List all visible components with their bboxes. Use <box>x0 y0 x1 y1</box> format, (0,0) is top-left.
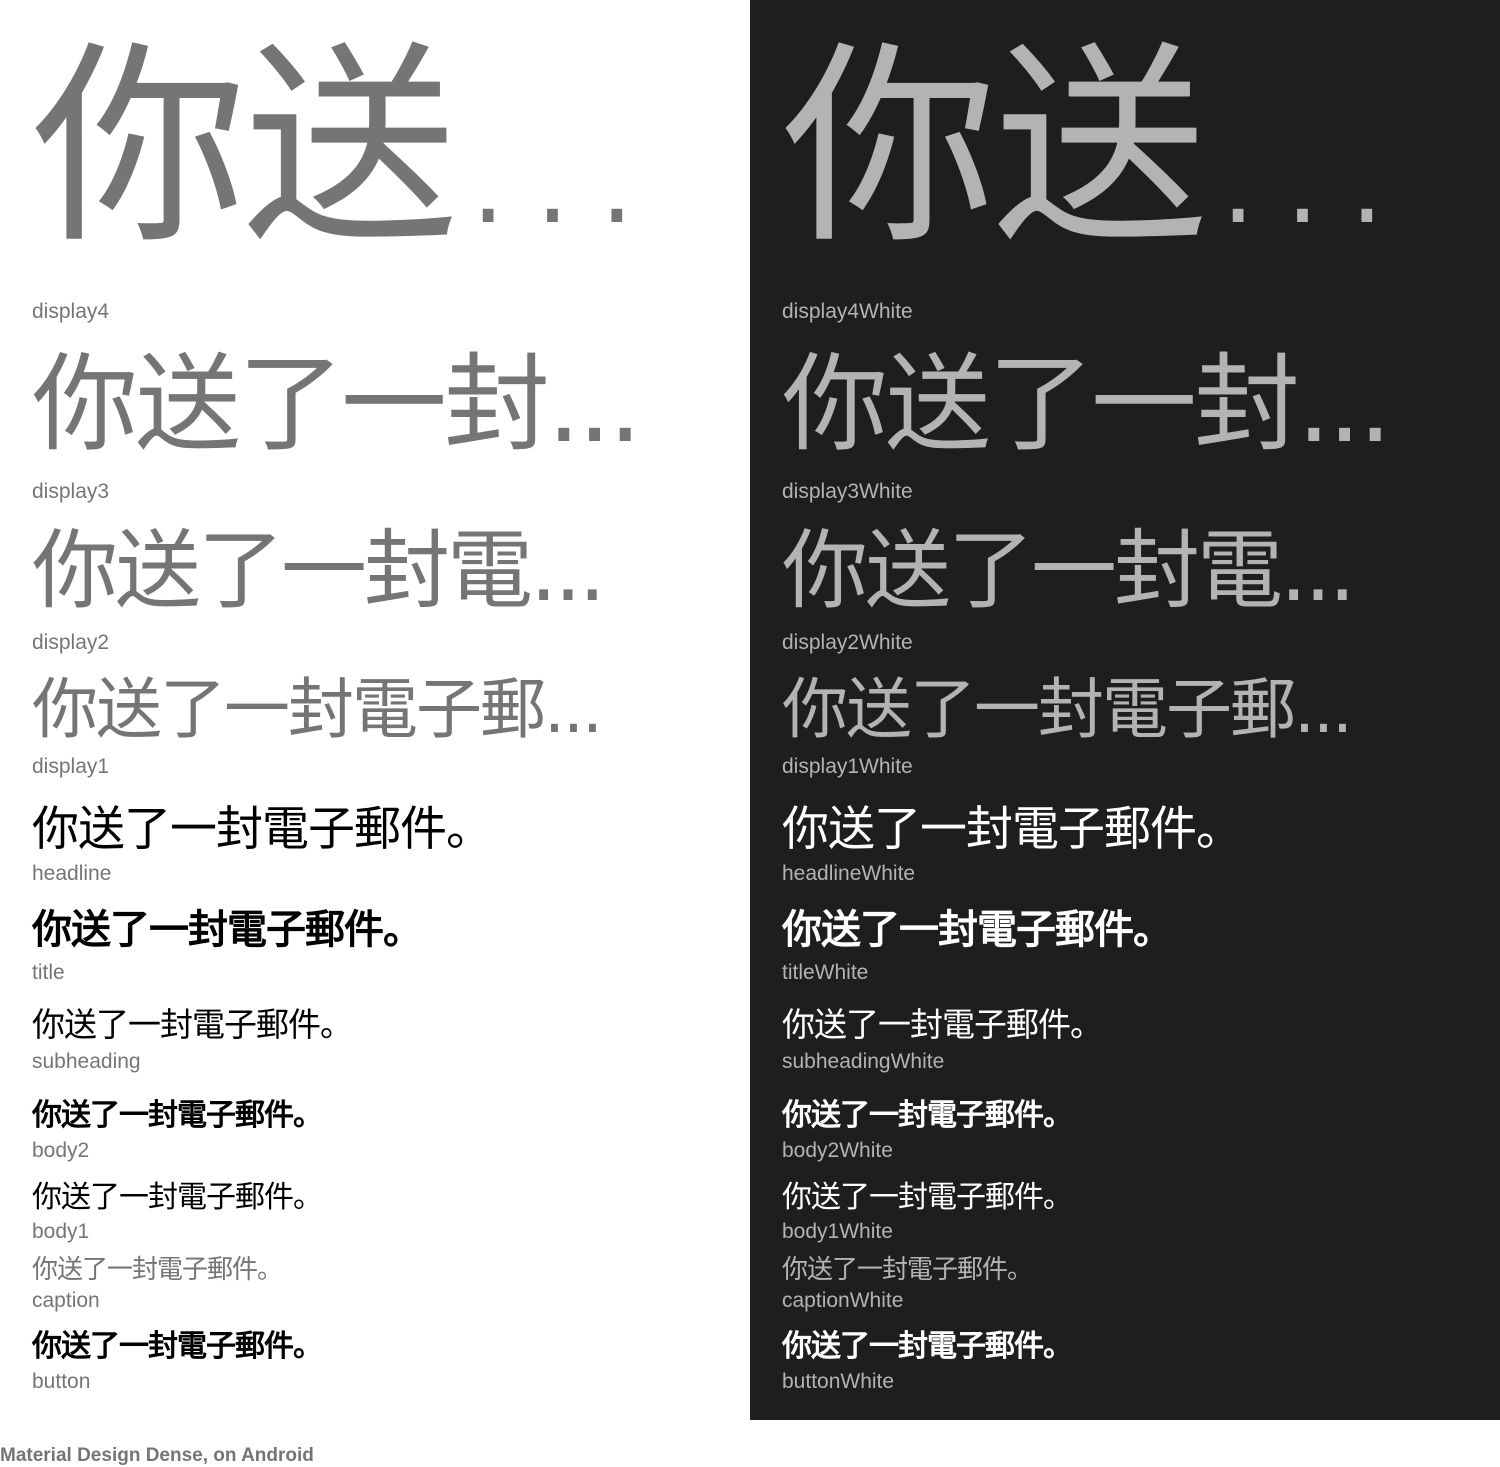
footer-caption: Material Design Dense, on Android <box>0 1445 314 1466</box>
display4-sample: 你送... <box>32 22 651 273</box>
dark-theme-panel: 你送... display4White 你送了一封... display3Whi… <box>750 0 1500 1420</box>
headline-sample: 你送了一封電子郵件。 <box>32 802 493 857</box>
light-theme-panel: 你送... display4 你送了一封... display3 你送了一封電.… <box>0 0 750 1420</box>
caption-label: caption <box>32 1289 100 1312</box>
body1-white-label: body1White <box>782 1220 893 1243</box>
body1-sample: 你送了一封電子郵件。 <box>32 1180 323 1215</box>
headline-white-sample: 你送了一封電子郵件。 <box>782 802 1243 857</box>
display4-label: display4 <box>32 300 110 323</box>
body1-label: body1 <box>32 1220 90 1243</box>
display2-label: display2 <box>32 631 110 654</box>
title-sample: 你送了一封電子郵件。 <box>32 907 423 953</box>
display1-white-label: display1White <box>782 755 913 778</box>
display1-label: display1 <box>32 755 110 778</box>
title-label: title <box>32 961 65 984</box>
display1-white-sample: 你送了一封電子郵... <box>782 671 1353 748</box>
title-white-label: titleWhite <box>782 961 869 984</box>
subheading-white-label: subheadingWhite <box>782 1050 945 1073</box>
button-white-label: buttonWhite <box>782 1370 895 1393</box>
body2-white-label: body2White <box>782 1139 893 1162</box>
display4-white-sample: 你送... <box>782 22 1401 273</box>
body2-white-sample: 你送了一封電子郵件。 <box>782 1098 1073 1133</box>
display2-sample: 你送了一封電... <box>32 521 606 621</box>
title-white-sample: 你送了一封電子郵件。 <box>782 907 1173 953</box>
display1-sample: 你送了一封電子郵... <box>32 671 603 748</box>
subheading-white-sample: 你送了一封電子郵件。 <box>782 1005 1103 1044</box>
caption-white-sample: 你送了一封電子郵件。 <box>782 1255 1033 1285</box>
caption-white-label: captionWhite <box>782 1289 904 1312</box>
display3-white-sample: 你送了一封... <box>782 343 1392 466</box>
body2-label: body2 <box>32 1139 90 1162</box>
subheading-sample: 你送了一封電子郵件。 <box>32 1005 353 1044</box>
display3-white-label: display3White <box>782 480 913 503</box>
display3-label: display3 <box>32 480 110 503</box>
headline-label: headline <box>32 862 112 885</box>
display4-white-label: display4White <box>782 300 913 323</box>
headline-white-label: headlineWhite <box>782 862 916 885</box>
body1-white-sample: 你送了一封電子郵件。 <box>782 1180 1073 1215</box>
body2-sample: 你送了一封電子郵件。 <box>32 1098 323 1133</box>
caption-sample: 你送了一封電子郵件。 <box>32 1255 283 1285</box>
display3-sample: 你送了一封... <box>32 343 642 466</box>
button-sample: 你送了一封電子郵件。 <box>32 1329 323 1364</box>
display2-white-label: display2White <box>782 631 913 654</box>
button-white-sample: 你送了一封電子郵件。 <box>782 1329 1073 1364</box>
subheading-label: subheading <box>32 1050 141 1073</box>
button-label: button <box>32 1370 91 1393</box>
display2-white-sample: 你送了一封電... <box>782 521 1356 621</box>
